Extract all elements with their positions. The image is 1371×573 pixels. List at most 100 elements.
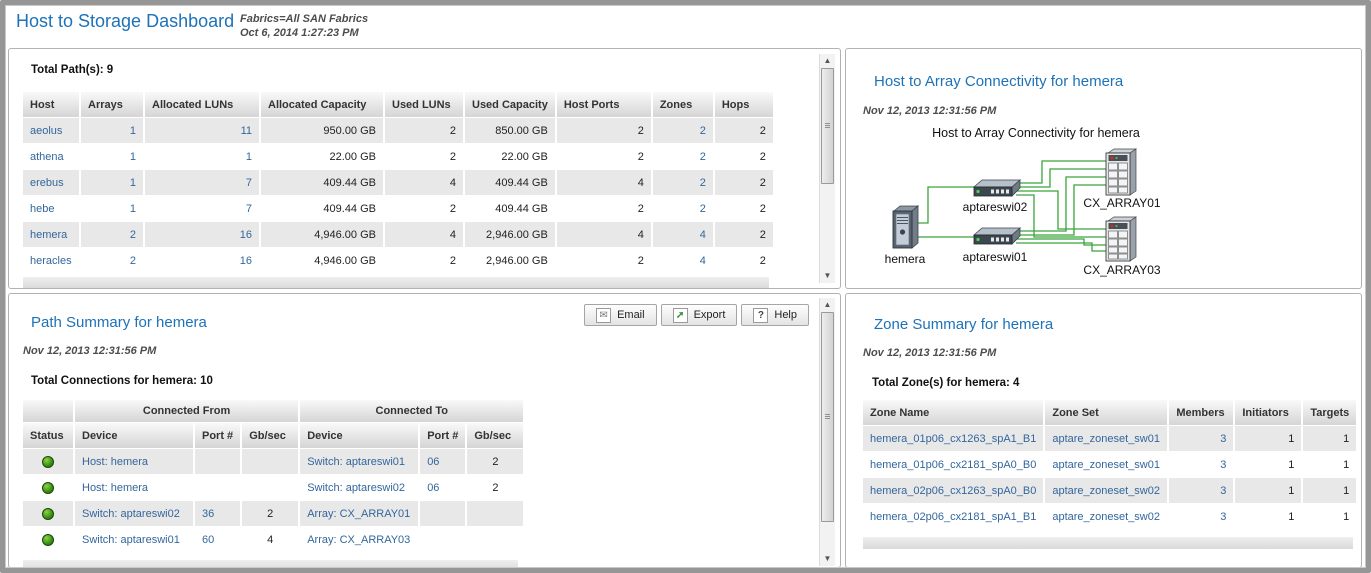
from-port-value[interactable]: 60 — [195, 527, 241, 552]
col-host-ports[interactable]: Host Ports — [556, 92, 651, 117]
zone-set-link[interactable]: aptare_zoneset_sw01 — [1045, 452, 1168, 477]
col-to-gbsec[interactable]: Gb/sec — [467, 423, 524, 448]
allocated-luns-link[interactable]: 11 — [145, 118, 259, 143]
scroll-down-arrow[interactable]: ▼ — [823, 271, 832, 280]
to-port-value[interactable]: 06 — [420, 449, 466, 474]
arrays-count-link[interactable]: 1 — [81, 170, 143, 195]
host-link[interactable]: athena — [23, 144, 79, 169]
from-device-link[interactable]: Switch: aptareswi02 — [75, 501, 193, 526]
zone-name-link[interactable]: hemera_01p06_cx1263_spA1_B1 — [863, 426, 1044, 451]
hops-value: 2 — [714, 196, 773, 221]
host-link[interactable]: aeolus — [23, 118, 79, 143]
zone-name-link[interactable]: hemera_01p06_cx2181_spA0_B0 — [863, 452, 1044, 477]
host-label[interactable]: hemera — [885, 252, 926, 266]
zones-count-link[interactable]: 4 — [652, 248, 713, 273]
allocated-luns-link[interactable]: 16 — [145, 222, 259, 247]
scroll-down-arrow[interactable]: ▼ — [823, 554, 832, 563]
col-from-gbsec[interactable]: Gb/sec — [242, 423, 299, 448]
email-button[interactable]: ✉ Email — [584, 304, 657, 326]
col-to-port[interactable]: Port # — [420, 423, 466, 448]
table-footer — [23, 560, 518, 567]
from-port-value[interactable] — [195, 449, 241, 474]
zones-count-link[interactable]: 4 — [652, 222, 713, 247]
allocated-luns-link[interactable]: 1 — [145, 144, 259, 169]
members-count-link[interactable]: 3 — [1169, 452, 1234, 477]
allocated-luns-link[interactable]: 7 — [145, 170, 259, 195]
to-port-value[interactable] — [420, 527, 466, 552]
from-device-link[interactable]: Switch: aptareswi01 — [75, 527, 193, 552]
host-link[interactable]: erebus — [23, 170, 79, 195]
to-device-link[interactable]: Switch: aptareswi01 — [300, 449, 419, 474]
help-button[interactable]: ? Help — [741, 304, 809, 326]
table-row: Switch: aptareswi01 60 4 Array: CX_ARRAY… — [23, 527, 524, 552]
array-top-label[interactable]: CX_ARRAY01 — [1083, 196, 1160, 210]
from-port-value[interactable]: 36 — [195, 501, 241, 526]
allocated-luns-link[interactable]: 7 — [145, 196, 259, 221]
path-summary-scrollbar[interactable]: ▲ ▼ — [819, 298, 835, 566]
zones-count-link[interactable]: 2 — [652, 170, 713, 195]
to-port-value[interactable] — [420, 501, 466, 526]
from-port-value[interactable] — [195, 475, 241, 500]
to-device-link[interactable]: Array: CX_ARRAY01 — [300, 501, 419, 526]
used-capacity-value: 850.00 GB — [465, 118, 555, 143]
zones-count-link[interactable]: 2 — [652, 196, 713, 221]
switch-bottom-label[interactable]: aptareswi01 — [963, 250, 1028, 264]
switch-top-label[interactable]: aptareswi02 — [963, 200, 1028, 214]
zone-set-link[interactable]: aptare_zoneset_sw02 — [1045, 478, 1168, 503]
col-zones[interactable]: Zones — [652, 92, 713, 117]
host-link[interactable]: heracles — [23, 248, 79, 273]
arrays-count-link[interactable]: 2 — [81, 222, 143, 247]
arrays-count-link[interactable]: 1 — [81, 144, 143, 169]
col-targets[interactable]: Targets — [1303, 400, 1357, 425]
from-device-link[interactable]: Host: hemera — [75, 449, 193, 474]
scroll-thumb[interactable] — [821, 312, 834, 522]
col-initiators[interactable]: Initiators — [1235, 400, 1302, 425]
host-link[interactable]: hemera — [23, 222, 79, 247]
host-link[interactable]: hebe — [23, 196, 79, 221]
zone-set-link[interactable]: aptare_zoneset_sw01 — [1045, 426, 1168, 451]
array-bottom-icon[interactable] — [1105, 216, 1138, 262]
export-button[interactable]: ➚ Export — [660, 304, 738, 326]
zones-count-link[interactable]: 2 — [652, 144, 713, 169]
col-allocated-luns[interactable]: Allocated LUNs — [145, 92, 259, 117]
zone-name-link[interactable]: hemera_02p06_cx2181_spA1_B1 — [863, 504, 1044, 529]
scroll-track[interactable] — [820, 68, 835, 269]
col-from-port[interactable]: Port # — [195, 423, 241, 448]
col-hops[interactable]: Hops — [714, 92, 773, 117]
zones-count-link[interactable]: 2 — [652, 118, 713, 143]
switch-bottom-icon[interactable] — [972, 227, 1022, 245]
to-device-link[interactable]: Switch: aptareswi02 — [300, 475, 419, 500]
to-port-value[interactable]: 06 — [420, 475, 466, 500]
to-device-link[interactable]: Array: CX_ARRAY03 — [300, 527, 419, 552]
scroll-up-arrow[interactable]: ▲ — [823, 56, 832, 65]
zone-set-link[interactable]: aptare_zoneset_sw02 — [1045, 504, 1168, 529]
scroll-up-arrow[interactable]: ▲ — [823, 300, 832, 309]
host-server-icon[interactable] — [892, 205, 920, 249]
col-from-device[interactable]: Device — [75, 423, 193, 448]
host-paths-scrollbar[interactable]: ▲ ▼ — [819, 54, 835, 283]
arrays-count-link[interactable]: 2 — [81, 248, 143, 273]
scroll-track[interactable] — [820, 312, 835, 552]
members-count-link[interactable]: 3 — [1169, 504, 1234, 529]
scroll-thumb[interactable] — [821, 68, 834, 184]
col-used-capacity[interactable]: Used Capacity — [465, 92, 555, 117]
array-top-icon[interactable] — [1105, 148, 1138, 196]
from-device-link[interactable]: Host: hemera — [75, 475, 193, 500]
col-zone-name[interactable]: Zone Name — [863, 400, 1044, 425]
array-bottom-label[interactable]: CX_ARRAY03 — [1083, 263, 1160, 277]
col-zone-set[interactable]: Zone Set — [1045, 400, 1168, 425]
members-count-link[interactable]: 3 — [1169, 478, 1234, 503]
arrays-count-link[interactable]: 1 — [81, 118, 143, 143]
members-count-link[interactable]: 3 — [1169, 426, 1234, 451]
col-host[interactable]: Host — [23, 92, 79, 117]
switch-top-icon[interactable] — [972, 179, 1022, 197]
col-members[interactable]: Members — [1169, 400, 1234, 425]
arrays-count-link[interactable]: 1 — [81, 196, 143, 221]
col-status[interactable]: Status — [23, 423, 73, 448]
col-to-device[interactable]: Device — [300, 423, 419, 448]
allocated-luns-link[interactable]: 16 — [145, 248, 259, 273]
zone-name-link[interactable]: hemera_02p06_cx1263_spA0_B0 — [863, 478, 1044, 503]
col-arrays[interactable]: Arrays — [81, 92, 143, 117]
col-allocated-capacity[interactable]: Allocated Capacity — [261, 92, 383, 117]
col-used-luns[interactable]: Used LUNs — [385, 92, 463, 117]
